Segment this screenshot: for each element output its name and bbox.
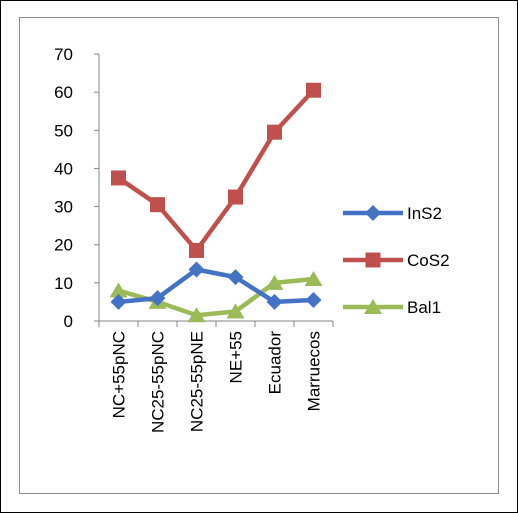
data-point-Bal1	[265, 274, 284, 290]
x-tick-label: NC25-55pNE	[188, 331, 207, 432]
y-tick-label: 60	[54, 83, 73, 102]
y-tick-label: 30	[54, 198, 73, 217]
data-point-InS2	[188, 261, 205, 278]
data-point-Bal1	[226, 303, 245, 319]
legend-label-Bal1: Bal1	[407, 298, 441, 317]
data-point-CoS2	[228, 189, 243, 205]
data-point-InS2	[110, 293, 127, 310]
data-point-Bal1	[109, 282, 128, 298]
data-point-CoS2	[150, 197, 165, 213]
y-tick-label: 50	[54, 121, 73, 140]
x-tick-label: NC+55pNC	[110, 331, 129, 418]
data-point-InS2	[149, 290, 166, 307]
data-point-InS2	[305, 292, 322, 309]
x-tick-label: NC25-55pNC	[149, 331, 168, 433]
legend: InS2 CoS2 Bal1	[343, 204, 450, 317]
legend-marker-CoS2	[365, 252, 381, 268]
data-point-InS2	[227, 269, 244, 286]
data-point-InS2	[266, 293, 283, 310]
data-point-CoS2	[111, 170, 126, 186]
legend-marker-Bal1	[364, 299, 382, 314]
data-point-CoS2	[306, 82, 321, 98]
legend-label-InS2: InS2	[407, 204, 442, 223]
series-line-CoS2	[116, 87, 316, 253]
y-tick-label: 70	[54, 45, 73, 64]
series-markers	[109, 82, 323, 323]
data-point-CoS2	[267, 124, 282, 140]
data-point-CoS2	[189, 242, 204, 258]
y-tick-label: 40	[54, 159, 73, 178]
x-tick-label: NE+55	[227, 331, 246, 383]
x-tick-label: Marruecos	[305, 331, 324, 411]
x-tick-label: Ecuador	[266, 331, 285, 395]
series-lines	[116, 87, 316, 318]
data-point-Bal1	[187, 307, 206, 323]
legend-label-CoS2: CoS2	[407, 251, 450, 270]
data-point-Bal1	[304, 271, 323, 287]
y-tick-label: 10	[54, 274, 73, 293]
legend-marker-InS2	[365, 205, 381, 221]
series-line-InS2	[116, 267, 316, 305]
axes: 0 10 20 30 40 50 60 70 NC+55pNC NC25-55pNC NC25-55…	[54, 45, 334, 433]
y-tick-label: 20	[54, 236, 73, 255]
y-tick-label: 0	[64, 312, 73, 331]
